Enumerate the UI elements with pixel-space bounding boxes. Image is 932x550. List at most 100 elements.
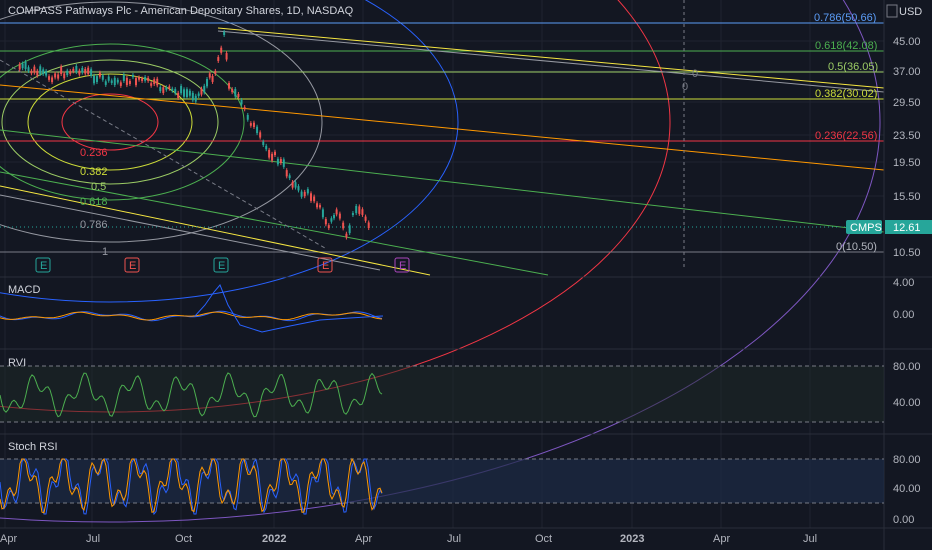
trend-line-yellow-top bbox=[217, 27, 885, 89]
earnings-marker-box[interactable] bbox=[317, 257, 333, 273]
earnings-marker-box[interactable] bbox=[124, 257, 140, 273]
candle-body bbox=[18, 64, 21, 70]
candle-body bbox=[168, 86, 171, 89]
candle-body bbox=[197, 93, 200, 96]
candle-body bbox=[256, 126, 259, 134]
candle-body bbox=[274, 151, 276, 156]
candle-body bbox=[367, 222, 370, 229]
macd-spike bbox=[194, 284, 384, 333]
candle-body bbox=[150, 83, 153, 86]
earnings-marker[interactable]: E bbox=[322, 260, 329, 272]
time-tick: 2022 bbox=[262, 533, 286, 545]
candle-body bbox=[214, 70, 217, 74]
earnings-marker[interactable]: E bbox=[399, 260, 406, 272]
indicators bbox=[0, 284, 384, 516]
candle-body bbox=[177, 92, 180, 99]
candle-body bbox=[138, 77, 141, 80]
candle-body bbox=[81, 67, 84, 73]
rvi-pane-title: RVI bbox=[8, 357, 26, 369]
symbol-badge bbox=[846, 220, 882, 234]
candle-body bbox=[342, 222, 345, 229]
candle-body bbox=[303, 191, 306, 197]
candle-body bbox=[185, 89, 188, 98]
currency-label: USD bbox=[899, 6, 922, 18]
signal-line bbox=[0, 311, 383, 321]
candle-body bbox=[180, 85, 183, 94]
candle-body bbox=[200, 88, 203, 95]
earnings-marker-box[interactable] bbox=[394, 257, 410, 273]
stoch-d-line bbox=[0, 457, 383, 514]
candle-body bbox=[110, 80, 113, 83]
candle-body bbox=[217, 57, 220, 61]
earnings-marker[interactable]: E bbox=[40, 260, 47, 272]
candle-body bbox=[188, 90, 191, 96]
candle-body bbox=[246, 114, 249, 120]
rvi-tick: 80.00 bbox=[893, 361, 921, 373]
candle-body bbox=[48, 76, 51, 80]
candle-body bbox=[203, 85, 206, 93]
fib-circle-labels: 0.236 0.382 0.5 0.618 0.786 1 bbox=[80, 147, 108, 258]
circle-label-1: 1 bbox=[102, 246, 108, 258]
candle-body bbox=[364, 216, 367, 221]
candle-body bbox=[60, 66, 63, 74]
candle-body bbox=[165, 87, 168, 90]
fib-label-0786: 0.786(50.66) bbox=[814, 12, 876, 24]
time-tick: Jul bbox=[803, 533, 817, 545]
earnings-markers[interactable]: E E E E E bbox=[35, 257, 410, 273]
fan-zero-label: 0 bbox=[692, 68, 698, 80]
last-price-badge bbox=[885, 220, 932, 234]
horizontal-grid bbox=[0, 40, 884, 253]
candle-body bbox=[153, 79, 156, 85]
candle-body bbox=[243, 107, 246, 110]
rvi-band bbox=[0, 366, 884, 422]
fib-circle-0 bbox=[61, 93, 159, 151]
earnings-marker[interactable]: E bbox=[218, 260, 225, 272]
candle-body bbox=[276, 158, 279, 165]
candle-body bbox=[24, 61, 27, 70]
candle-body bbox=[285, 170, 288, 177]
candle-body bbox=[72, 68, 75, 72]
currency-box[interactable] bbox=[886, 4, 898, 18]
candle-body bbox=[131, 74, 134, 78]
candle-body bbox=[223, 31, 226, 35]
rvi-tick: 40.00 bbox=[893, 397, 921, 409]
candle-body bbox=[135, 78, 138, 86]
trend-line-orange bbox=[0, 84, 885, 171]
earnings-marker-box[interactable] bbox=[35, 257, 51, 273]
symbol-badge-label: CMPS bbox=[850, 222, 882, 234]
time-tick: Oct bbox=[535, 533, 552, 545]
time-tick: Apr bbox=[355, 533, 372, 545]
time-tick: Oct bbox=[175, 533, 192, 545]
candle-body bbox=[306, 189, 309, 194]
candle-body bbox=[249, 123, 252, 126]
fib-circle-7 bbox=[0, 0, 881, 523]
price-tick: 29.50 bbox=[893, 97, 921, 109]
trend-lines bbox=[0, 27, 885, 276]
trend-line-yellow-low bbox=[0, 185, 431, 276]
candle-body bbox=[63, 73, 66, 79]
candle-body bbox=[162, 87, 165, 94]
candle-body bbox=[30, 70, 33, 74]
candle-body bbox=[351, 213, 354, 216]
earnings-marker[interactable]: E bbox=[129, 260, 136, 272]
fib-circle-1 bbox=[27, 73, 193, 171]
candle-body bbox=[318, 205, 321, 208]
earnings-marker-box[interactable] bbox=[213, 257, 229, 273]
fib-retracement-lines bbox=[0, 22, 884, 253]
price-tick: 10.50 bbox=[893, 247, 921, 259]
fib-circle-2 bbox=[1, 59, 219, 185]
candle-body bbox=[156, 78, 159, 86]
candle-body bbox=[265, 145, 268, 150]
candle-body bbox=[66, 70, 69, 76]
candle-body bbox=[313, 196, 316, 202]
fib-label-0382: 0.382(30.02) bbox=[815, 88, 877, 100]
candle-body bbox=[128, 80, 131, 84]
candle-body bbox=[174, 89, 177, 94]
candle-body bbox=[297, 186, 300, 191]
candle-body bbox=[194, 95, 197, 102]
circle-label-0236: 0.236 bbox=[80, 147, 108, 159]
candle-body bbox=[21, 63, 24, 69]
candle-body bbox=[33, 66, 36, 73]
